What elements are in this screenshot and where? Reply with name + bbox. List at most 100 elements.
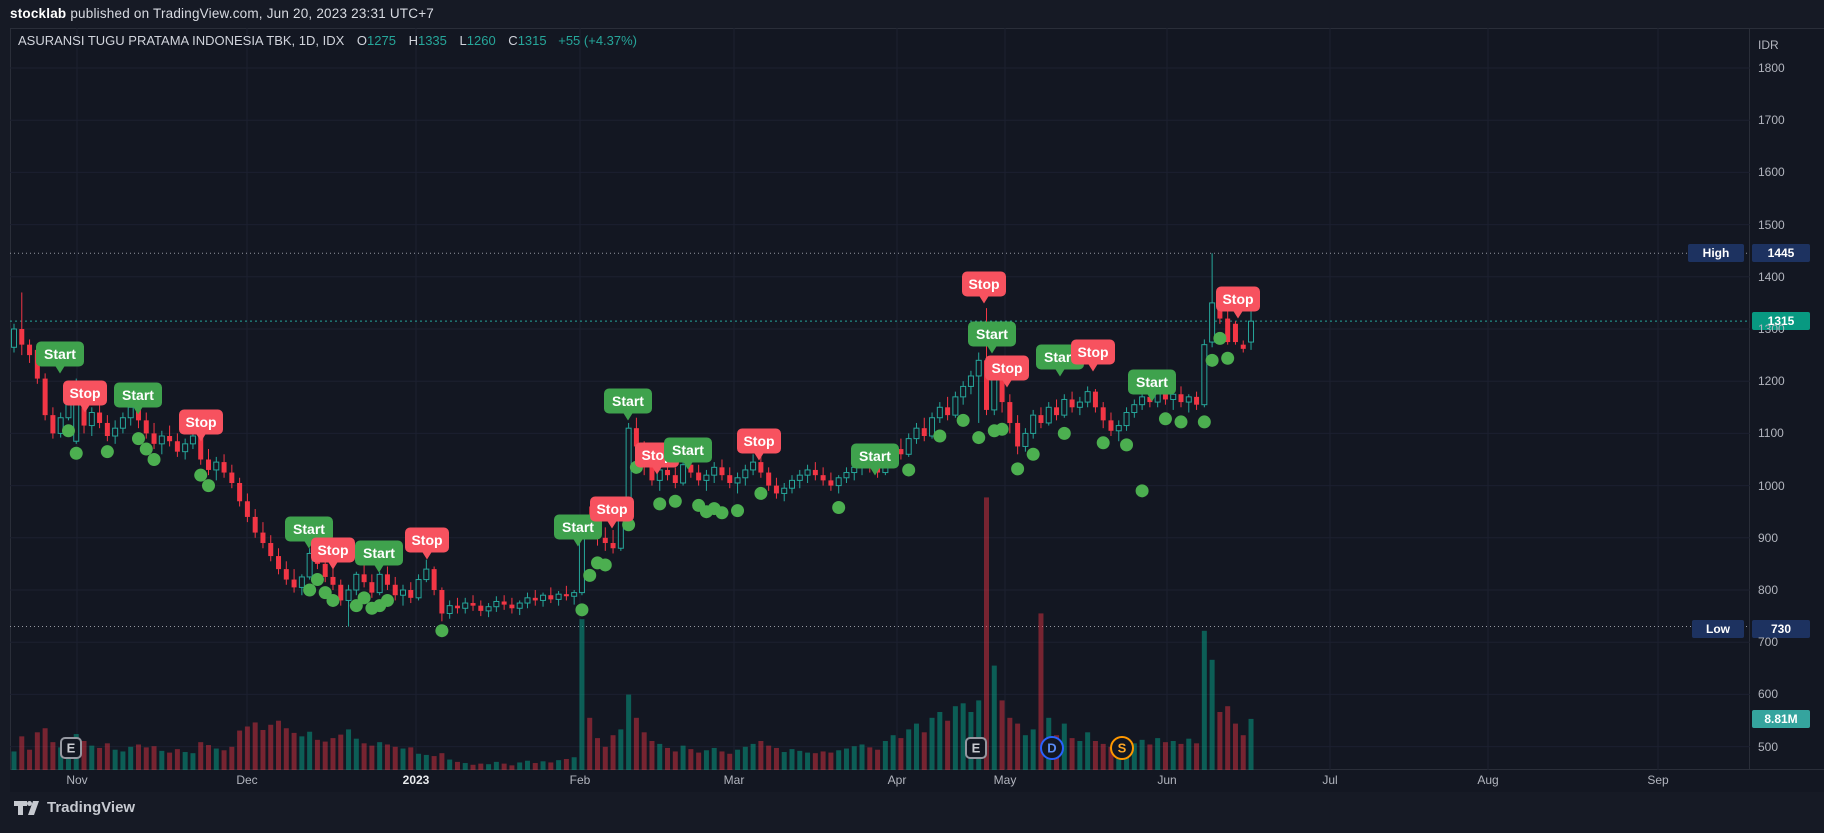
- price-tick-label: 1300: [1758, 322, 1785, 336]
- volume-bar: [509, 765, 515, 770]
- signal-label-start[interactable]: [554, 514, 602, 540]
- volume-bar: [58, 747, 64, 770]
- signal-label-text: Start: [1136, 374, 1168, 390]
- volume-bar: [314, 739, 320, 770]
- volume-bar: [190, 753, 196, 770]
- volume-bar: [649, 741, 655, 770]
- price-tick-label: 1800: [1758, 61, 1785, 75]
- month-tick-label[interactable]: Jul: [1322, 773, 1338, 787]
- volume-bar: [665, 747, 671, 770]
- signal-label-stop[interactable]: [985, 355, 1029, 381]
- candle-body-down: [563, 594, 569, 597]
- signal-label-stop[interactable]: [962, 271, 1006, 297]
- signal-label-start[interactable]: [851, 443, 899, 469]
- candle-body-up: [905, 438, 912, 455]
- candle-body-down: [1240, 344, 1246, 349]
- volume-bar: [478, 763, 484, 770]
- volume-bar: [1022, 735, 1028, 770]
- signal-label-start[interactable]: [604, 388, 652, 414]
- month-tick-label[interactable]: Sep: [1647, 773, 1669, 787]
- volume-bar: [1092, 741, 1098, 770]
- month-tick-label[interactable]: Feb: [569, 773, 591, 787]
- candle-body-down: [1225, 318, 1231, 343]
- signal-dot-icon: [754, 486, 768, 500]
- price-axis[interactable]: [1750, 28, 1824, 770]
- volume-bar: [1030, 729, 1036, 770]
- volume-bar: [135, 744, 141, 770]
- earnings-marker-icon[interactable]: [60, 737, 82, 759]
- candle-body-up: [1248, 320, 1255, 343]
- low-marker-badge: Low: [1692, 620, 1744, 638]
- month-tick-label[interactable]: 2023: [402, 773, 430, 787]
- high-label: H: [408, 33, 418, 48]
- candle-body-up: [975, 359, 982, 377]
- month-tick-label[interactable]: Dec: [236, 773, 258, 787]
- volume-bar: [680, 745, 686, 770]
- dividend-marker-icon[interactable]: [1040, 736, 1064, 760]
- volume-bar: [112, 749, 118, 770]
- candle-body-up: [960, 385, 967, 398]
- signal-label-start[interactable]: [355, 540, 403, 566]
- candle-body-up: [680, 464, 687, 484]
- signal-dot-icon: [147, 453, 161, 466]
- volume-bar: [89, 745, 95, 770]
- volume-bar: [1178, 743, 1184, 770]
- earnings-marker-icon[interactable]: [965, 737, 987, 759]
- signal-label-stop[interactable]: [590, 496, 634, 522]
- signal-label-start[interactable]: [1128, 369, 1176, 395]
- signal-dot-icon: [194, 468, 208, 482]
- volume-bar: [579, 619, 585, 770]
- signal-dot-icon: [310, 573, 324, 587]
- signal-label-start[interactable]: [968, 321, 1016, 347]
- signal-label-stop[interactable]: [311, 537, 355, 563]
- signal-label-stop[interactable]: [63, 380, 107, 406]
- signal-label-start[interactable]: [664, 437, 712, 463]
- month-tick-label[interactable]: Jun: [1157, 773, 1177, 787]
- volume-bar: [602, 746, 608, 770]
- volume-bar: [1131, 743, 1137, 770]
- signal-dot-icon: [380, 593, 394, 607]
- signal-label-tail: [683, 461, 693, 470]
- volume-bar: [377, 742, 383, 770]
- open-label: O: [356, 33, 368, 48]
- signal-dot-icon: [715, 506, 729, 520]
- split-marker-icon[interactable]: [1110, 736, 1134, 760]
- signal-label-text: Start: [122, 387, 154, 403]
- candle-body-down: [174, 441, 180, 452]
- signal-label-stop[interactable]: [1071, 339, 1115, 365]
- tradingview-brand-text: TradingView: [47, 799, 136, 816]
- month-tick-label[interactable]: Apr: [887, 773, 907, 787]
- volume-bar: [1170, 741, 1176, 770]
- month-tick-label[interactable]: Mar: [723, 773, 745, 787]
- volume-bar: [423, 754, 429, 770]
- signal-dot-icon: [832, 501, 846, 515]
- signal-label-tail: [374, 564, 384, 573]
- symbol-legend[interactable]: ASURANSI TUGU PRATAMA INDONESIA TBK, 1D,…: [18, 33, 637, 48]
- volume-bar: [338, 734, 344, 770]
- month-tick-label[interactable]: Nov: [66, 773, 88, 787]
- volume-bar: [182, 752, 188, 770]
- time-axis[interactable]: [10, 770, 1824, 792]
- signal-label-start[interactable]: [114, 382, 162, 408]
- chart-plot-area[interactable]: [10, 28, 1750, 770]
- candle-body-up: [555, 593, 562, 600]
- candle-body-down: [1007, 402, 1013, 423]
- signal-label-stop[interactable]: [737, 428, 781, 454]
- tradingview-attribution[interactable]: TradingView: [14, 799, 135, 816]
- candle-body-down: [330, 576, 336, 585]
- volume-bar: [81, 741, 87, 770]
- volume-bar: [65, 752, 71, 770]
- month-tick-label[interactable]: May: [993, 773, 1017, 787]
- candle-body-up: [1170, 393, 1177, 400]
- signal-label-stop[interactable]: [405, 527, 449, 553]
- signal-label-stop[interactable]: [1216, 286, 1260, 312]
- signal-label-stop[interactable]: [179, 409, 223, 435]
- month-tick-label[interactable]: Aug: [1477, 773, 1499, 787]
- volume-bar: [929, 717, 935, 770]
- signal-label-start[interactable]: [285, 516, 333, 542]
- volume-bar: [1147, 744, 1153, 770]
- volume-bar: [392, 746, 398, 770]
- signal-label-start[interactable]: [36, 341, 84, 367]
- volume-bar: [820, 751, 826, 770]
